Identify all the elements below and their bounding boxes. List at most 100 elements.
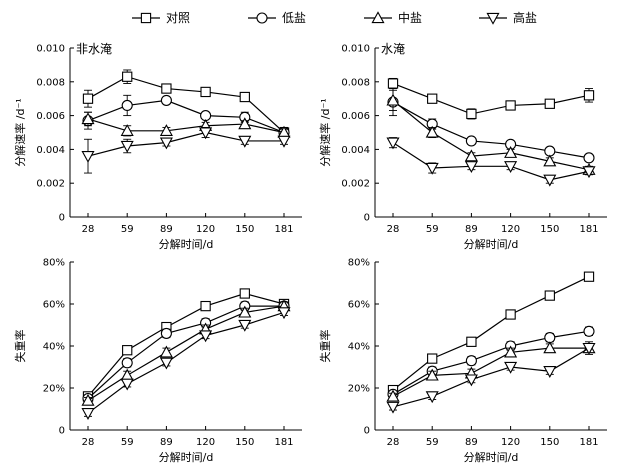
data-point-square (239, 91, 250, 103)
data-point-triangle-down (582, 342, 596, 355)
series-triangle-up (81, 111, 291, 138)
data-point-triangle-down (81, 408, 95, 420)
x-tick-label: 181 (274, 224, 293, 235)
data-point-triangle-down (159, 357, 173, 370)
chart-panel-2: 0 0.002 0.004 0.006 0.008 0.010 28 59 89 120 150 18… (318, 42, 607, 251)
legend-marker-triangle-down (486, 12, 500, 25)
data-point-square (122, 71, 133, 82)
data-point-triangle-down (81, 151, 95, 163)
panel-title: 水淹 (381, 42, 405, 56)
series-line (392, 82, 590, 115)
data-point-circle (121, 99, 133, 112)
data-point-square (466, 108, 477, 120)
y-tick-label: 40% (348, 342, 370, 353)
y-tick-label: 80% (348, 258, 370, 269)
x-tick-label: 150 (235, 437, 254, 448)
x-axis-label: 分解时间/d (159, 450, 214, 464)
y-tick-label: 0.004 (36, 145, 65, 156)
legend-entry-0: 对照 (132, 11, 190, 25)
legend-label: 高盐 (513, 10, 537, 25)
data-point-square (427, 93, 438, 104)
x-tick-label: 150 (540, 224, 559, 235)
data-point-triangle-down (504, 161, 518, 174)
x-tick-label: 181 (274, 437, 293, 448)
data-point-triangle-down (120, 140, 134, 153)
y-tick-label: 0 (59, 213, 65, 224)
y-tick-label: 0 (364, 213, 370, 224)
x-tick-label: 150 (235, 224, 254, 235)
x-tick-label: 89 (160, 437, 173, 448)
panel-title: 非水淹 (76, 42, 112, 56)
series-triangle-up (386, 89, 596, 175)
data-point-square (82, 93, 94, 104)
data-point-triangle-up (120, 124, 134, 136)
data-point-triangle-down (504, 361, 518, 374)
y-tick-label: 0.002 (36, 179, 65, 190)
data-point-triangle-up (238, 305, 252, 318)
data-point-square (427, 353, 438, 364)
series-square (387, 271, 595, 396)
y-tick-label: 0.006 (36, 111, 65, 122)
y-tick-label: 0.010 (341, 44, 370, 55)
series-circle (387, 88, 595, 164)
y-axis-label: 失重率 (318, 330, 332, 363)
y-tick-label: 20% (43, 384, 65, 395)
series-triangle-up (386, 341, 596, 402)
data-point-triangle-down (425, 162, 439, 175)
x-tick-label: 89 (465, 437, 478, 448)
data-point-triangle-down (120, 378, 134, 391)
data-point-square (544, 290, 555, 301)
chart-panel-3: 0 20% 40% 60% 80% 28 59 89 120 150 181 分解时间/d 失重率 (13, 258, 302, 464)
data-point-square (505, 100, 516, 111)
data-point-triangle-down (464, 374, 478, 387)
data-point-triangle-up (81, 112, 95, 125)
data-point-triangle-down (543, 366, 557, 378)
data-point-square (200, 300, 211, 312)
legend-marker-circle (256, 12, 268, 24)
y-tick-label: 60% (348, 300, 370, 311)
data-point-triangle-up (543, 154, 557, 167)
data-point-circle (583, 152, 595, 164)
data-point-triangle-up (386, 389, 400, 402)
data-point-triangle-up (504, 146, 518, 158)
data-point-circle (465, 355, 477, 367)
y-axis-label: 分解速率 /d⁻¹ (13, 98, 27, 166)
series-triangle-down (81, 126, 291, 174)
legend-label: 对照 (166, 11, 190, 25)
x-tick-label: 28 (387, 437, 400, 448)
data-point-triangle-up (543, 341, 557, 354)
y-tick-label: 0.008 (341, 77, 370, 88)
data-point-triangle-up (159, 345, 173, 358)
data-point-triangle-down (277, 135, 291, 148)
series-line (392, 347, 590, 408)
chart-panel-4: 0 20% 40% 60% 80% 28 59 89 120 150 181 分解时间/d 失重率 (318, 258, 607, 464)
legend-entry-2: 中盐 (364, 10, 422, 25)
x-tick-label: 120 (196, 224, 215, 235)
y-axis-label: 分解速率 /d⁻¹ (318, 98, 332, 166)
data-point-square (505, 309, 516, 320)
data-point-square (387, 78, 399, 89)
series-line (87, 99, 285, 134)
legend-marker-square (140, 12, 152, 24)
data-point-triangle-down (199, 330, 213, 343)
series-line (87, 131, 284, 157)
x-tick-label: 150 (540, 437, 559, 448)
x-tick-label: 181 (579, 437, 598, 448)
data-point-square (122, 345, 133, 356)
y-tick-label: 40% (43, 342, 65, 353)
series-line (87, 305, 285, 402)
series-triangle-down (386, 341, 596, 414)
series-line (392, 330, 590, 395)
data-point-circle (160, 94, 172, 106)
data-point-circle (121, 357, 133, 369)
x-tick-label: 120 (501, 437, 520, 448)
y-tick-label: 20% (348, 384, 370, 395)
data-point-triangle-up (464, 149, 478, 162)
data-point-square (466, 336, 477, 347)
series-line (87, 305, 284, 399)
series-line (392, 99, 590, 171)
series-square (387, 77, 595, 120)
legend-label: 中盐 (398, 10, 422, 25)
x-tick-label: 28 (82, 224, 95, 235)
y-tick-label: 0.002 (341, 179, 370, 190)
